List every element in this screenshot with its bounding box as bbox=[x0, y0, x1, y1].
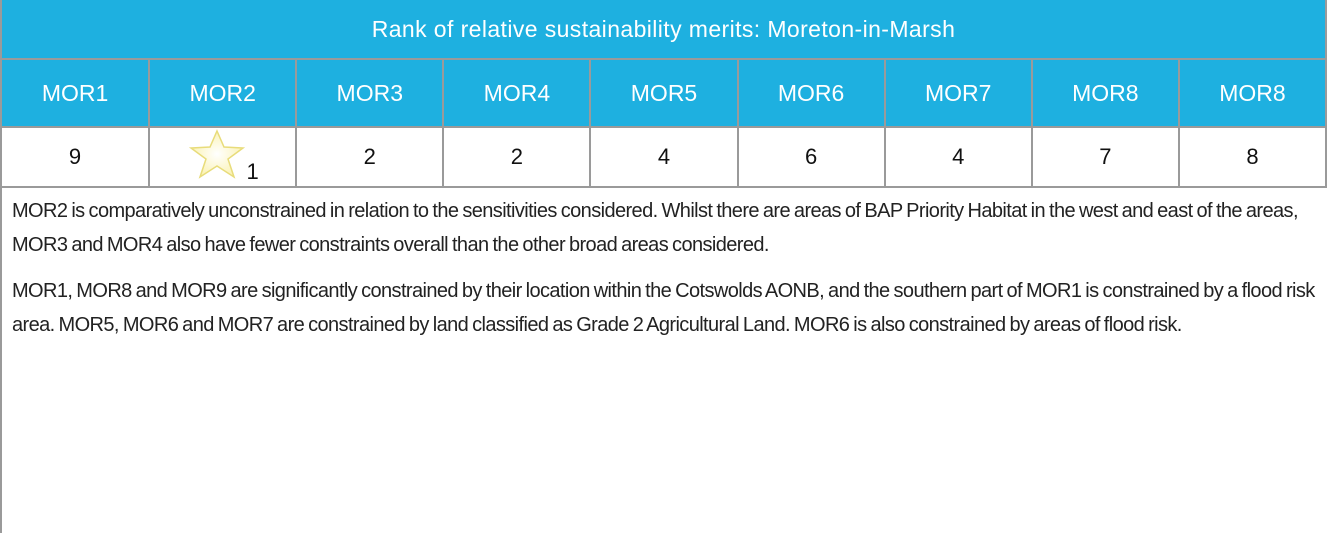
header-cell: MOR6 bbox=[736, 58, 886, 128]
header-cell: MOR4 bbox=[442, 58, 592, 128]
rank-cell: 2 bbox=[295, 126, 445, 188]
rank-cell: 4 bbox=[589, 126, 739, 188]
rank-cell: 8 bbox=[1177, 126, 1327, 188]
header-cell: MOR8 bbox=[1030, 58, 1180, 128]
star-badge: 1 bbox=[151, 129, 294, 185]
header-row: MOR1 MOR2 MOR3 MOR4 MOR5 MOR6 MOR7 MOR8 MOR8 bbox=[2, 58, 1327, 128]
rank-cell: 4 bbox=[883, 126, 1033, 188]
rank-cell: 2 bbox=[442, 126, 592, 188]
header-cell: MOR2 bbox=[148, 58, 298, 128]
header-cell: MOR8 bbox=[1177, 58, 1327, 128]
header-cell: MOR7 bbox=[883, 58, 1033, 128]
rank-cell: 6 bbox=[736, 126, 886, 188]
rank-value: 1 bbox=[246, 159, 259, 184]
star-icon bbox=[188, 129, 245, 179]
paragraph: MOR2 is comparatively unconstrained in r… bbox=[12, 200, 1299, 256]
rank-table: Rank of relative sustainability merits: … bbox=[2, 0, 1327, 188]
rank-cell: 1 bbox=[148, 126, 298, 188]
rank-cell: 9 bbox=[2, 126, 151, 188]
table-title: Rank of relative sustainability merits: … bbox=[2, 0, 1327, 60]
rank-cell: 7 bbox=[1030, 126, 1180, 188]
commentary: MOR2 is comparatively unconstrained in r… bbox=[2, 188, 1327, 342]
header-cell: MOR1 bbox=[2, 58, 151, 128]
header-cell: MOR3 bbox=[295, 58, 445, 128]
paragraph: MOR1, MOR8 and MOR9 are significantly co… bbox=[12, 280, 1315, 336]
header-cell: MOR5 bbox=[589, 58, 739, 128]
